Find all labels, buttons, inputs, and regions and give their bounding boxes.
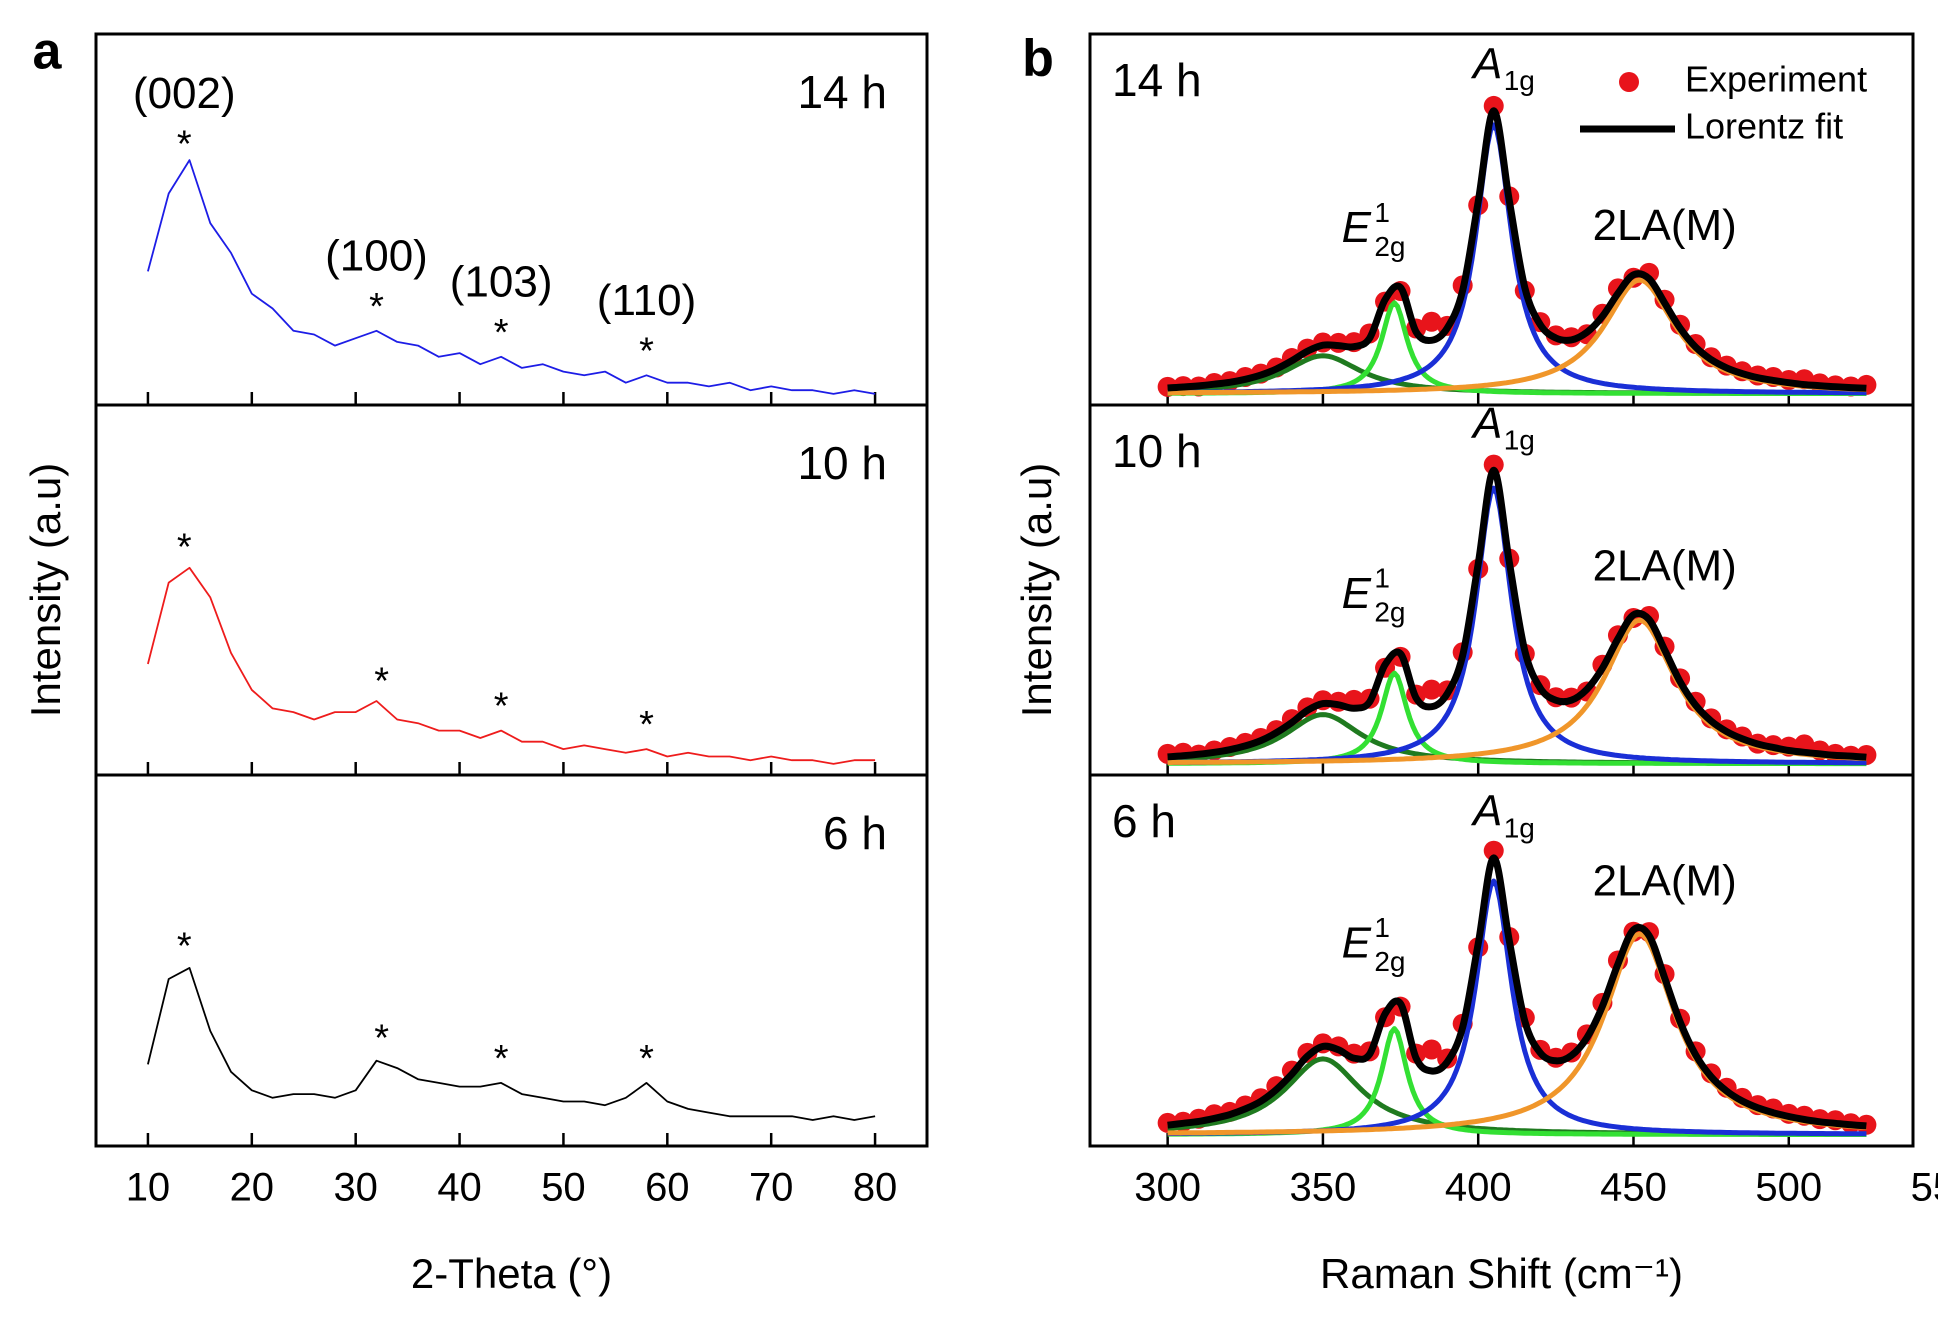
x-tick-label: 550	[1911, 1166, 1938, 1210]
x-tick-label: 10	[126, 1166, 171, 1210]
peak-label: (002)	[133, 69, 236, 118]
subplot	[146, 566, 877, 775]
peak-label-sup: 1	[1374, 912, 1390, 943]
data-line	[147, 967, 876, 1121]
peak-label-sub: 2g	[1374, 597, 1405, 628]
peak-marker: *	[177, 926, 192, 968]
subplot	[146, 159, 877, 405]
peak-label-sub: 2g	[1374, 231, 1405, 262]
subplot	[1157, 454, 1877, 775]
peak-label: (100)	[325, 231, 428, 280]
peak-marker: *	[639, 704, 654, 746]
plot-frame	[1088, 773, 1915, 1148]
peak-marker: *	[369, 286, 384, 328]
peak-label: (103)	[450, 257, 553, 306]
peak-label: E	[1342, 918, 1372, 967]
panel-label: b	[1022, 30, 1054, 88]
peak-marker: *	[374, 661, 389, 703]
legend-label: Experiment	[1685, 59, 1867, 100]
peak-label: A	[1470, 787, 1502, 836]
data-point	[1421, 311, 1442, 332]
x-tick-label: 40	[437, 1166, 482, 1210]
peak-label: 2LA(M)	[1593, 541, 1737, 590]
peak-label-sub: 1g	[1504, 425, 1535, 456]
plot-frame	[94, 773, 929, 1148]
x-tick-label: 60	[645, 1166, 690, 1210]
x-axis-label: Raman Shift (cm⁻¹)	[1320, 1250, 1683, 1297]
x-tick-label: 70	[749, 1166, 794, 1210]
peak-marker: *	[494, 686, 509, 728]
peak-label-sub: 1g	[1504, 65, 1535, 96]
data-point	[1483, 840, 1504, 861]
data-point	[1483, 95, 1504, 116]
peak-marker: *	[374, 1018, 389, 1060]
peak-label: 2LA(M)	[1593, 857, 1737, 906]
subplot	[1157, 95, 1877, 405]
legend-marker	[1619, 72, 1639, 92]
subplot-label: 6 h	[1112, 795, 1176, 847]
x-tick-label: 50	[541, 1166, 586, 1210]
peak-label: (110)	[597, 276, 696, 325]
subplot-label: 6 h	[823, 807, 887, 859]
x-tick-label: 300	[1134, 1166, 1201, 1210]
peak-marker: *	[494, 312, 509, 354]
x-axis-label: 2-Theta (°)	[411, 1250, 612, 1297]
y-axis-label: Intensity (a.u)	[22, 463, 69, 717]
data-line	[1167, 107, 1867, 392]
x-tick-label: 500	[1755, 1166, 1822, 1210]
peak-label-sup: 1	[1374, 197, 1390, 228]
subplot-label: 14 h	[1112, 54, 1202, 106]
x-tick-label: 400	[1445, 1166, 1512, 1210]
peak-label-sub: 1g	[1504, 812, 1535, 843]
data-line	[147, 159, 876, 395]
x-tick-label: 20	[230, 1166, 275, 1210]
peak-marker: *	[177, 124, 192, 166]
peak-label: 2LA(M)	[1593, 201, 1737, 250]
peak-marker: *	[177, 527, 192, 569]
subplot-label: 10 h	[797, 437, 887, 489]
legend-label: Lorentz fit	[1685, 106, 1843, 147]
data-point	[1421, 679, 1442, 700]
peak-marker: *	[639, 1038, 654, 1080]
subplot-label: 10 h	[1112, 425, 1202, 477]
x-tick-label: 450	[1600, 1166, 1667, 1210]
data-line	[1167, 466, 1867, 761]
panel-label: a	[33, 23, 63, 81]
subplot-label: 14 h	[797, 66, 887, 118]
peak-label-sub: 2g	[1374, 946, 1405, 977]
peak-label: A	[1470, 399, 1502, 448]
peak-marker: *	[494, 1038, 509, 1080]
x-tick-label: 80	[853, 1166, 898, 1210]
x-tick-label: 30	[333, 1166, 378, 1210]
peak-label: E	[1342, 569, 1372, 618]
data-line	[147, 566, 876, 765]
data-line	[1167, 854, 1867, 1130]
peak-label: A	[1470, 39, 1502, 88]
subplot	[146, 967, 877, 1146]
peak-marker: *	[639, 330, 654, 372]
peak-label: E	[1342, 203, 1372, 252]
x-tick-label: 350	[1290, 1166, 1357, 1210]
subplot	[1157, 840, 1877, 1146]
peak-label-sup: 1	[1374, 563, 1390, 594]
data-point	[1421, 1039, 1442, 1060]
data-point	[1483, 454, 1504, 475]
y-axis-label: Intensity (a.u)	[1013, 463, 1060, 717]
